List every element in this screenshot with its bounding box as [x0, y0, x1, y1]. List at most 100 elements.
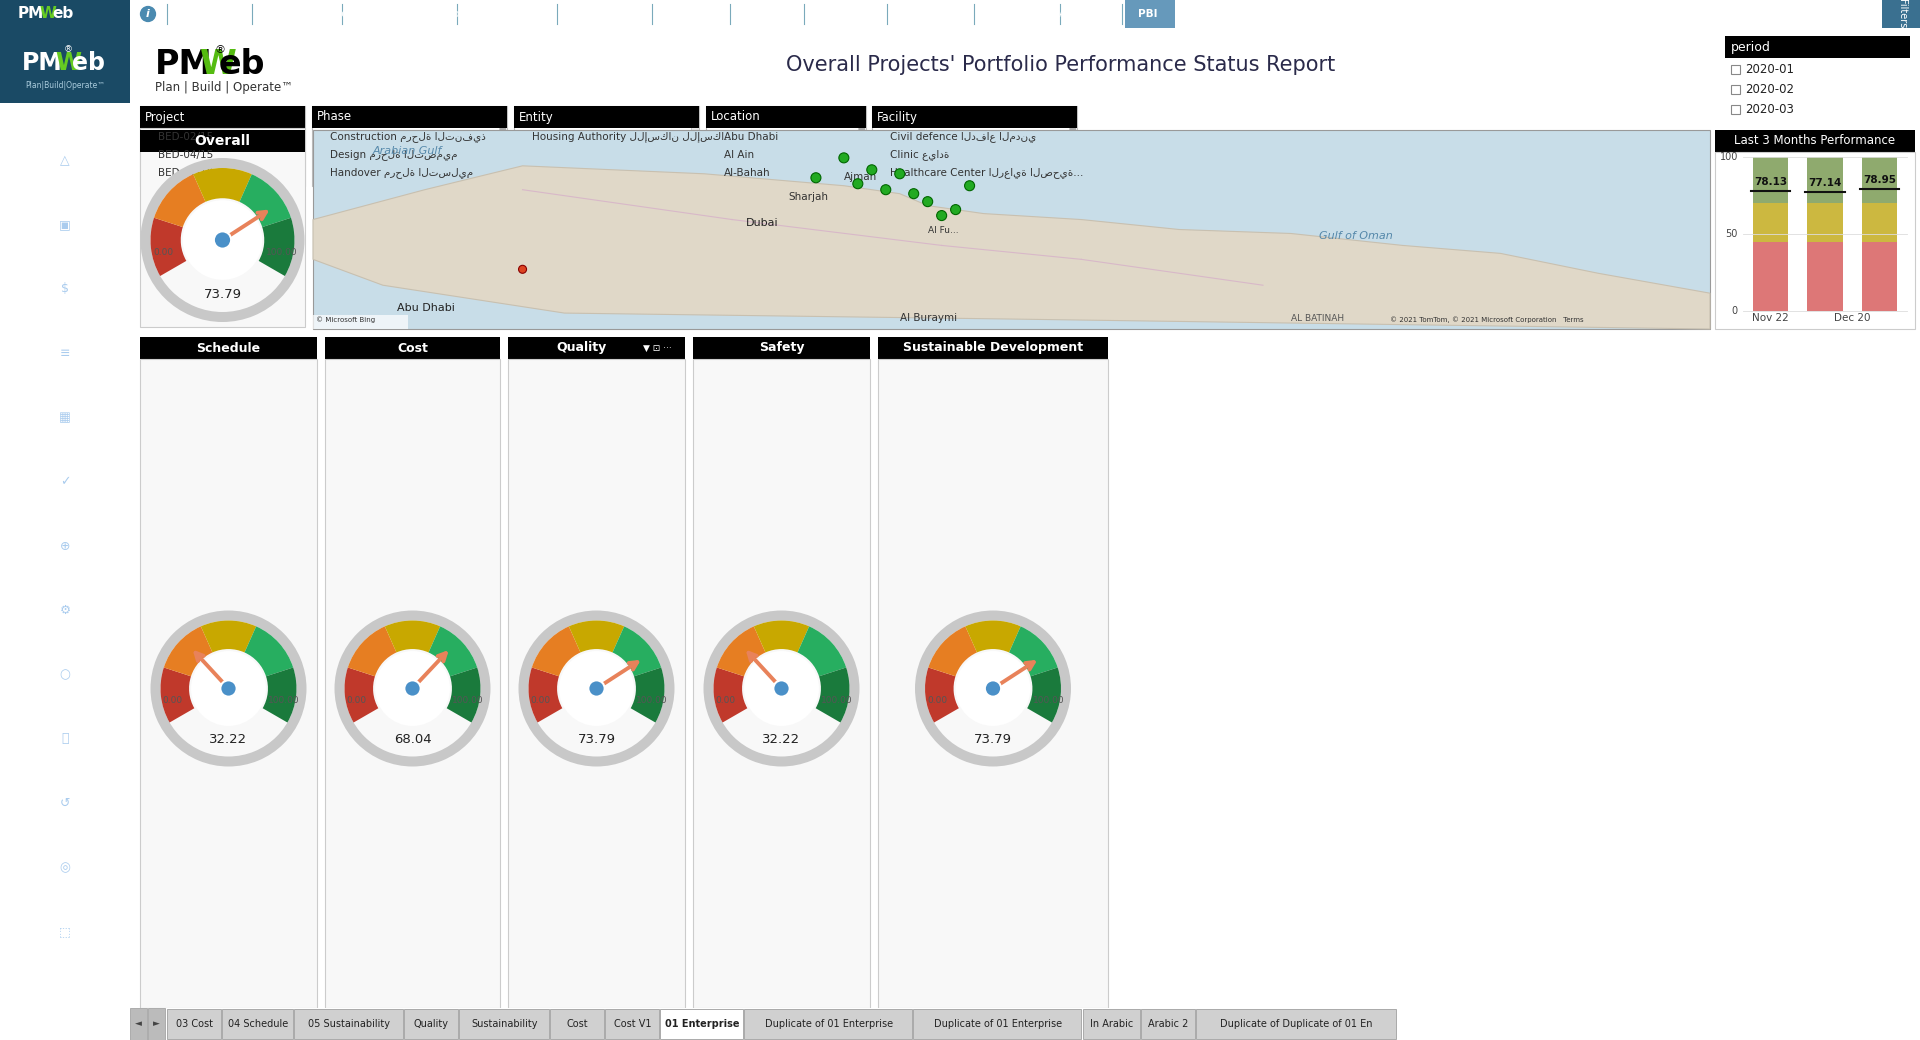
Bar	[1807, 241, 1843, 311]
Bar	[1807, 157, 1843, 203]
Text: ≡: ≡	[60, 346, 71, 360]
Bar	[518, 133, 528, 142]
Text: $: $	[61, 282, 69, 295]
Bar	[403, 1009, 459, 1039]
Bar	[858, 106, 866, 186]
Text: 2020-01: 2020-01	[1745, 63, 1793, 76]
Wedge shape	[244, 626, 294, 676]
Wedge shape	[612, 626, 660, 676]
Wedge shape	[797, 626, 847, 676]
Wedge shape	[150, 217, 186, 276]
Text: Clinic عيادة: Clinic عيادة	[891, 150, 948, 160]
Bar	[877, 359, 1108, 1008]
Text: 100.00: 100.00	[265, 249, 298, 258]
Text: COSTS: COSTS	[48, 298, 83, 308]
Bar	[710, 151, 720, 160]
Text: Dec 20: Dec 20	[1834, 313, 1870, 323]
Text: 0.00: 0.00	[154, 249, 173, 258]
Text: Civil defence الدفاع المدني: Civil defence الدفاع المدني	[891, 131, 1037, 142]
Wedge shape	[344, 668, 378, 723]
Bar	[660, 1009, 743, 1039]
Text: Plan | Build | Operate™: Plan | Build | Operate™	[156, 80, 294, 94]
Text: RECENT: RECENT	[46, 812, 84, 822]
Circle shape	[405, 680, 420, 697]
Text: eb: eb	[219, 49, 265, 81]
Text: In Arabic: In Arabic	[1091, 1019, 1133, 1029]
Text: ↺: ↺	[60, 797, 71, 810]
Text: Schedule: Schedule	[196, 341, 261, 355]
Text: PROFILE: PROFILE	[44, 684, 86, 693]
Circle shape	[924, 197, 933, 207]
Text: © 2021 TomTom, © 2021 Microsoft Corporation   Terms: © 2021 TomTom, © 2021 Microsoft Corporat…	[1390, 316, 1584, 323]
Text: 78.13: 78.13	[1753, 177, 1788, 186]
Wedge shape	[714, 668, 747, 723]
Bar	[1732, 105, 1740, 114]
Text: ⊕: ⊕	[60, 540, 71, 552]
Text: 100.00: 100.00	[636, 696, 668, 705]
Bar	[877, 168, 885, 178]
Wedge shape	[263, 668, 296, 723]
Text: W: W	[40, 6, 58, 22]
Bar	[148, 1008, 165, 1040]
Bar	[549, 1009, 605, 1039]
Text: ArcGIS: ArcGIS	[983, 9, 1018, 19]
Bar	[1882, 0, 1920, 28]
Bar	[872, 106, 1077, 128]
Wedge shape	[528, 668, 563, 723]
Bar	[1862, 241, 1897, 311]
Wedge shape	[384, 621, 440, 652]
Bar	[877, 133, 885, 142]
Text: 73.79: 73.79	[973, 733, 1012, 746]
Text: Al-Bahah: Al-Bahah	[724, 168, 770, 178]
Text: BED-04/15: BED-04/15	[157, 150, 213, 160]
Circle shape	[559, 651, 634, 726]
Text: 2020-03: 2020-03	[1745, 103, 1793, 116]
Circle shape	[985, 680, 1000, 697]
Text: Duplicate of 01 Enterprise: Duplicate of 01 Enterprise	[764, 1019, 893, 1029]
Bar	[707, 106, 866, 128]
Text: 100.00: 100.00	[822, 696, 852, 705]
Wedge shape	[140, 158, 305, 322]
Bar	[710, 168, 720, 178]
Bar	[140, 106, 305, 186]
Text: 0.00: 0.00	[348, 696, 367, 705]
Wedge shape	[518, 610, 674, 766]
Bar	[140, 128, 305, 327]
Text: 2020-02: 2020-02	[1745, 83, 1793, 96]
Text: period: period	[1732, 41, 1770, 53]
Bar	[140, 106, 305, 128]
Bar	[0, 0, 131, 28]
Bar	[140, 359, 317, 1008]
Text: PORTFOLIO: PORTFOLIO	[36, 555, 94, 565]
Bar	[515, 106, 699, 150]
Text: Sharjah: Sharjah	[787, 191, 828, 202]
Wedge shape	[966, 621, 1021, 652]
Bar	[298, 106, 305, 186]
Circle shape	[956, 651, 1031, 726]
Circle shape	[182, 201, 263, 280]
Text: Cost: Cost	[566, 1019, 588, 1029]
Circle shape	[518, 265, 526, 274]
Circle shape	[881, 185, 891, 194]
Circle shape	[950, 205, 960, 214]
Bar	[1732, 85, 1740, 94]
Bar	[324, 337, 499, 359]
Wedge shape	[925, 668, 958, 723]
Text: ○: ○	[60, 668, 71, 681]
Circle shape	[852, 179, 862, 188]
Wedge shape	[334, 610, 490, 766]
Text: ✓: ✓	[60, 475, 71, 488]
Bar	[877, 337, 1108, 359]
Bar	[131, 1008, 148, 1040]
Bar	[167, 1009, 221, 1039]
Text: Project: Project	[146, 110, 186, 124]
Circle shape	[774, 680, 789, 697]
Text: Healthcare Center الرعاية الصحية...: Healthcare Center الرعاية الصحية...	[891, 167, 1083, 179]
Wedge shape	[202, 621, 255, 652]
Wedge shape	[755, 621, 808, 652]
Text: 73.79: 73.79	[204, 287, 242, 301]
Text: ASSETS: ASSETS	[46, 427, 84, 436]
Text: Safety: Safety	[758, 341, 804, 355]
Text: Housing Authority للإسكان للإسكا...: Housing Authority للإسكان للإسكا...	[532, 132, 733, 142]
Text: BED-07/15: BED-07/15	[157, 168, 213, 178]
